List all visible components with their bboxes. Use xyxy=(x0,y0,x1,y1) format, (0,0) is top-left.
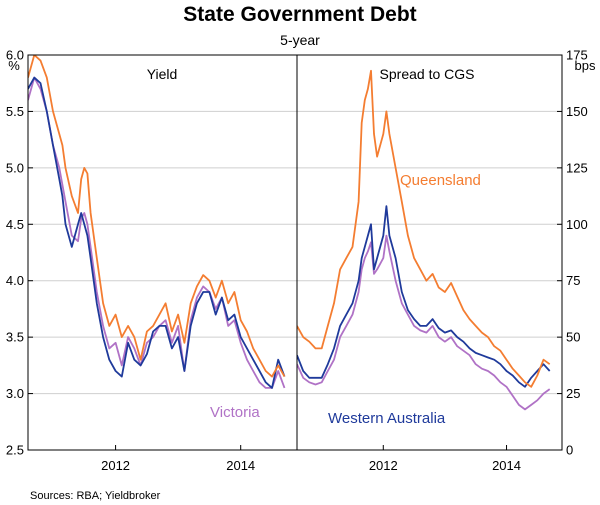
left-panel-title: Yield xyxy=(147,66,178,82)
left-axis-unit: % xyxy=(8,58,20,73)
series-line-panel2-western-australia xyxy=(297,205,551,388)
y-tick-label-panel2-150: 150 xyxy=(566,104,588,119)
x-tick-label-panel1-2014: 2014 xyxy=(226,458,255,473)
right-panel-title: Spread to CGS xyxy=(380,66,475,82)
annotation-western-australia: Western Australia xyxy=(328,410,446,427)
y-tick-label-panel2-125: 125 xyxy=(566,160,588,175)
chart-title: State Government Debt xyxy=(183,3,416,26)
y-tick-label-panel1-6-0: 6.0 xyxy=(6,48,24,63)
series-line-panel2-queensland xyxy=(297,69,551,388)
y-tick-label-panel2-100: 100 xyxy=(566,217,588,232)
y-tick-label-panel1-2-5: 2.5 xyxy=(6,443,24,458)
annotation-victoria: Victoria xyxy=(210,404,260,421)
y-tick-label-panel2-25: 25 xyxy=(566,386,580,401)
y-tick-label-panel2-175: 175 xyxy=(566,48,588,63)
y-tick-label-panel1-3-0: 3.0 xyxy=(6,386,24,401)
y-tick-label-panel1-5-0: 5.0 xyxy=(6,160,24,175)
frame-layer xyxy=(27,54,563,451)
series-line-panel1-victoria xyxy=(28,76,286,389)
chart-subtitle: 5-year xyxy=(280,32,320,48)
x-tick-label-panel2-2014: 2014 xyxy=(492,458,521,473)
grid-layer xyxy=(28,110,562,395)
source-note: Sources: RBA; Yieldbroker xyxy=(30,490,161,502)
x-tick-label-panel2-2012: 2012 xyxy=(369,458,398,473)
y-tick-label-panel1-3-5: 3.5 xyxy=(6,330,24,345)
y-tick-label-panel2-75: 75 xyxy=(566,273,580,288)
x-tick-label-panel1-2012: 2012 xyxy=(101,458,130,473)
series-line-panel2-victoria xyxy=(297,234,551,411)
y-tick-label-panel1-5-5: 5.5 xyxy=(6,104,24,119)
y-tick-label-panel1-4-5: 4.5 xyxy=(6,217,24,232)
y-tick-label-panel2-0: 0 xyxy=(566,443,573,458)
right-axis-unit: bps xyxy=(575,58,596,73)
series-layer xyxy=(28,55,551,411)
series-line-panel1-western-australia xyxy=(28,76,286,389)
series-line-panel1-series-1 xyxy=(28,55,286,378)
y-tick-label-panel2-50: 50 xyxy=(566,330,580,345)
annotation-queensland: Queensland xyxy=(400,172,481,189)
y-tick-label-panel1-4-0: 4.0 xyxy=(6,273,24,288)
plot-frame xyxy=(27,54,563,451)
tick-labels-layer: 2.5 3.0 3.5 4.0 4.5 5.0 5.5 6.0 2012 2014 0 25 50 75 1… xyxy=(6,48,588,474)
